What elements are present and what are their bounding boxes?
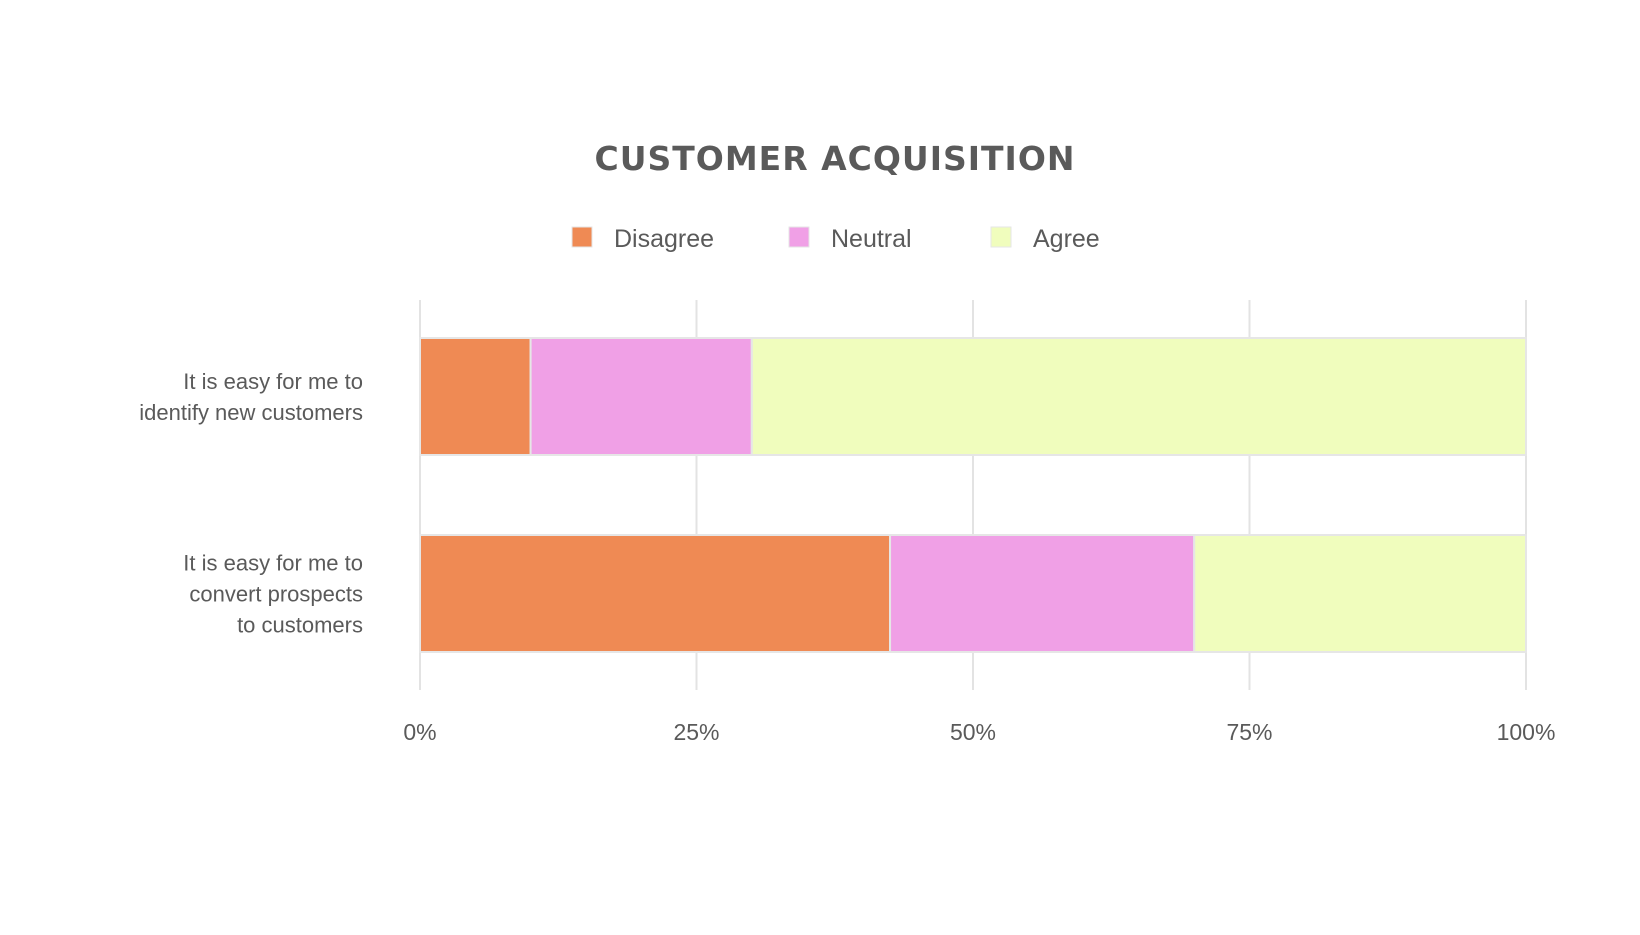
bar-disagree-0	[419, 337, 532, 456]
legend-label-disagree: Disagree	[614, 225, 714, 253]
legend-label-agree: Agree	[1033, 225, 1100, 253]
bar-disagree-1	[419, 534, 892, 653]
legend-swatch-neutral	[788, 226, 810, 248]
bar-agree-1	[1193, 534, 1527, 653]
x-tick-label-3: 75%	[1226, 719, 1272, 745]
category-label-0-1: identify new customers	[139, 400, 363, 425]
category-label-0-0: It is easy for me to	[183, 369, 363, 394]
legend-label-neutral: Neutral	[831, 225, 912, 253]
bar-neutral-0	[529, 337, 753, 456]
bar-neutral-1	[889, 534, 1196, 653]
x-tick-label-0: 0%	[403, 719, 436, 745]
bars	[419, 337, 1527, 653]
category-label-1-1: convert prospects	[189, 582, 363, 607]
x-tick-label-2: 50%	[950, 719, 996, 745]
legend-swatch-agree	[990, 226, 1012, 248]
category-label-1-0: It is easy for me to	[183, 551, 363, 576]
x-tick-label-4: 100%	[1497, 719, 1556, 745]
legend: Disagree Neutral Agree	[571, 225, 1100, 253]
x-tick-label-1: 25%	[673, 719, 719, 745]
chart-title: CUSTOMER ACQUISITION	[594, 139, 1075, 178]
bar-agree-0	[750, 337, 1527, 456]
legend-swatch-disagree	[571, 226, 593, 248]
category-labels: It is easy for me to identify new custome…	[139, 369, 363, 638]
category-label-1-2: to customers	[237, 613, 363, 638]
x-axis-ticks: 0% 25% 50% 75% 100%	[403, 719, 1555, 745]
